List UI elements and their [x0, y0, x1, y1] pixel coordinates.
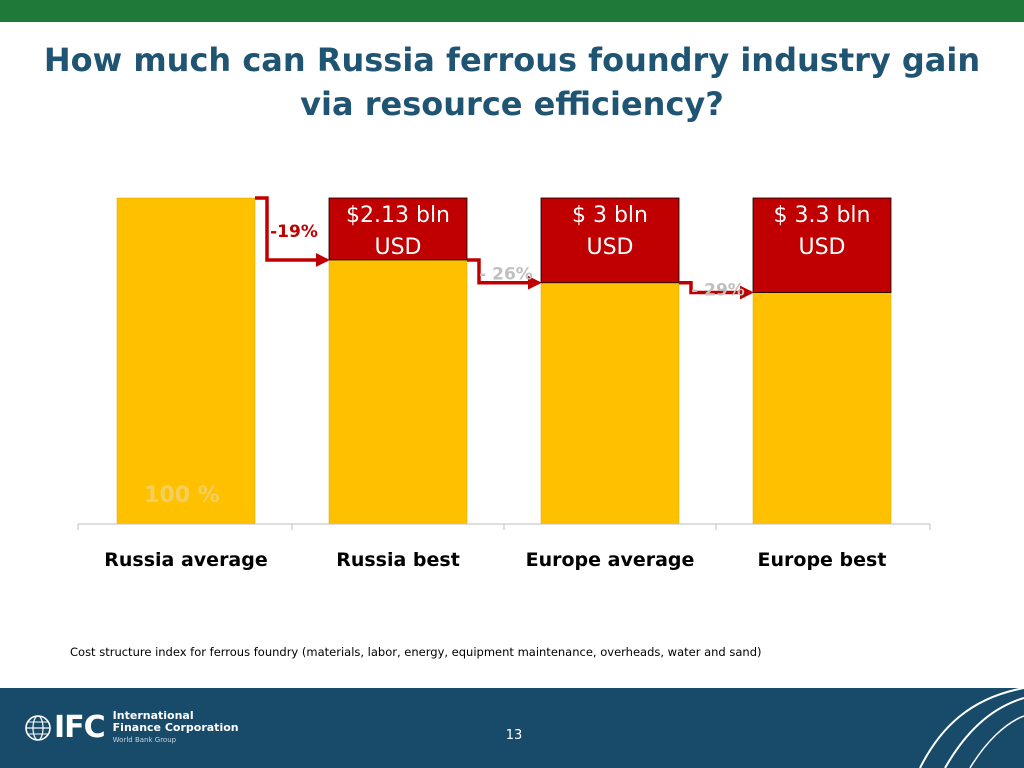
bar-cost-2	[540, 282, 680, 525]
chart-caption: Cost structure index for ferrous foundry…	[70, 645, 762, 659]
savings-label-2: $ 3 bln USD	[572, 203, 648, 260]
x-tick-label-0: Russia average	[104, 549, 268, 571]
bar-cost-3	[752, 292, 892, 525]
bar-savings-2	[540, 197, 680, 284]
reduction-label-1: - 26%	[479, 264, 533, 284]
ifc-logo: IFC International Finance Corporation Wo…	[24, 710, 239, 746]
decorative-swoosh	[919, 688, 1024, 768]
stacked-bar-chart: Russia average $2.13 bln USD Russia best $ 3…	[77, 196, 931, 571]
bar-cost-1	[328, 259, 468, 525]
reduction-label-0: -19%	[270, 222, 318, 242]
org-name-line2: Finance Corporation	[112, 721, 239, 734]
footer-band	[0, 688, 1024, 768]
org-group: World Bank Group	[112, 736, 177, 744]
reduction-arrow-2	[679, 281, 754, 300]
x-tick-label-2: Europe average	[526, 549, 695, 571]
x-tick-label-1: Russia best	[336, 549, 460, 571]
reduction-arrow-1	[467, 258, 542, 290]
bar-cost-0	[116, 197, 256, 525]
ifc-logo-letters: IFC	[54, 710, 106, 745]
reduction-arrow-0	[255, 196, 330, 267]
base-value-label: 100 %	[144, 483, 220, 508]
slide-title: How much can Russia ferrous foundry indu…	[43, 41, 981, 123]
ifc-org-name: International Finance Corporation World …	[113, 710, 239, 746]
savings-label-1: $2.13 bln USD	[346, 203, 450, 260]
bar-savings-3	[752, 197, 892, 293]
top-color-band	[0, 0, 1024, 22]
globe-icon	[25, 715, 51, 741]
savings-label-3: $ 3.3 bln USD	[774, 203, 871, 260]
org-name-line1: International	[112, 709, 194, 722]
reduction-label-2: - 29%	[691, 281, 745, 301]
x-tick-label-3: Europe best	[758, 549, 887, 571]
bar-savings-1	[328, 197, 468, 261]
page-number: 13	[505, 728, 523, 743]
